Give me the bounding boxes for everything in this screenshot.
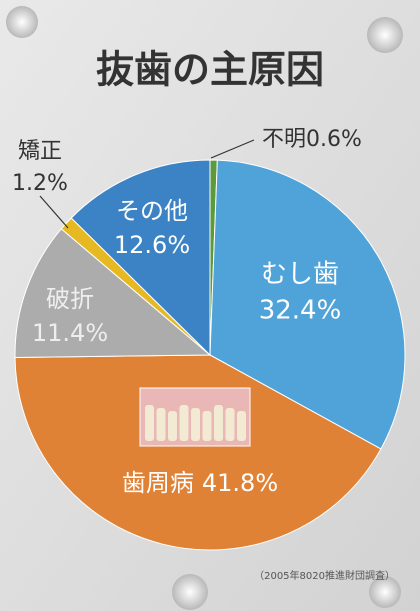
slice-value: 12.6% — [114, 231, 190, 259]
leader-line — [210, 139, 255, 159]
tooth — [225, 408, 235, 441]
pushpin — [172, 574, 208, 610]
tooth — [214, 405, 223, 441]
slice-name: むし歯 — [261, 260, 339, 290]
slice-value: 11.4% — [32, 319, 108, 347]
pie-slice — [14, 354, 382, 551]
source-note: （2005年8020推進財団調査） — [254, 569, 395, 582]
tooth — [191, 408, 200, 441]
tooth — [202, 411, 212, 441]
tooth — [237, 411, 246, 441]
slice-name: 破折 — [46, 285, 94, 313]
tooth — [179, 405, 189, 441]
pie-slice — [70, 159, 211, 357]
slice-label: 不明0.6% — [262, 127, 362, 152]
tooth — [156, 408, 166, 441]
slice-name: その他 — [116, 197, 188, 225]
slice-value: 41.8% — [202, 469, 278, 497]
pushpin — [367, 17, 403, 53]
tooth — [145, 405, 154, 441]
slice-name: 矯正 — [18, 139, 62, 164]
pie-slice — [14, 228, 212, 358]
chart-title: 抜歯の主原因 — [96, 48, 324, 92]
slice-value: 32.4% — [259, 296, 342, 326]
slice-name: 不明 — [262, 127, 306, 152]
leader-line — [39, 195, 69, 229]
slice-name: 歯周病 — [122, 469, 194, 497]
pie — [14, 159, 406, 551]
pie-slice — [209, 159, 406, 450]
slice-label: 歯周病 41.8% — [122, 469, 278, 497]
pushpin — [369, 576, 401, 608]
tooth — [168, 411, 177, 441]
pushpin — [6, 6, 38, 38]
slice-value: 1.2% — [12, 171, 68, 196]
slice-value: 0.6% — [306, 127, 362, 152]
